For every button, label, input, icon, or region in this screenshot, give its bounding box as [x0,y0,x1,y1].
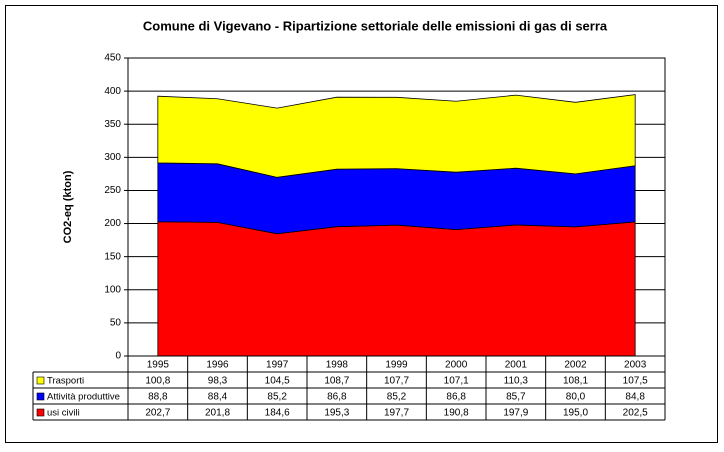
data-label: 197,7 [384,408,409,419]
data-label: 197,9 [503,408,528,419]
area [157,162,636,235]
area [157,94,636,178]
x-tick-label: 1997 [266,360,289,371]
legend-swatch [36,376,45,385]
data-label: 85,7 [506,392,526,403]
data-label: 85,2 [267,392,287,403]
data-label: 195,3 [324,408,349,419]
data-label: 108,7 [324,376,349,387]
y-tick-label: 100 [104,284,121,295]
y-tick-label: 0 [115,351,121,362]
data-label: 107,1 [444,376,469,387]
data-label: 85,2 [387,392,407,403]
data-label: 202,7 [145,408,170,419]
x-tick-label: 1999 [385,360,408,371]
y-tick-label: 50 [110,318,122,329]
data-label: 84,8 [625,392,645,403]
x-tick-label: 2000 [445,360,468,371]
data-label: 190,8 [444,408,469,419]
chart-title: Comune di Vigevano - Ripartizione settor… [143,18,608,33]
legend-label: Trasporti [47,376,84,387]
data-label: 98,3 [208,376,228,387]
area [157,221,636,357]
data-label: 86,8 [327,392,347,403]
legend-swatch [36,392,45,401]
legend-label: usi civili [47,408,80,419]
x-tick-label: 1996 [206,360,229,371]
y-axis-label: CO2-eq (kton) [62,170,74,243]
data-label: 107,7 [384,376,409,387]
data-label: 184,6 [265,408,290,419]
data-label: 104,5 [265,376,290,387]
y-tick-label: 200 [104,218,121,229]
data-label: 108,1 [563,376,588,387]
x-tick-label: 1998 [326,360,349,371]
x-tick-label: 2001 [505,360,528,371]
y-tick-label: 250 [104,185,121,196]
data-label: 80,0 [566,392,586,403]
y-tick-label: 350 [104,119,121,130]
x-tick-label: 1995 [147,360,170,371]
legend-label: Attività produttive [47,392,120,403]
legend-swatch [36,408,45,417]
data-label: 86,8 [446,392,466,403]
y-tick-label: 300 [104,152,121,163]
y-tick-label: 450 [104,53,121,64]
data-label: 195,0 [563,408,588,419]
data-label: 201,8 [205,408,230,419]
data-label: 88,4 [208,392,228,403]
data-label: 110,3 [504,376,529,387]
plot-border [127,57,666,357]
data-label: 88,8 [148,392,168,403]
y-tick-label: 150 [104,251,121,262]
data-label: 202,5 [623,408,648,419]
data-label: 107,5 [623,376,648,387]
y-tick-label: 400 [104,86,121,97]
x-tick-label: 2002 [564,360,587,371]
x-tick-label: 2003 [624,360,647,371]
data-label: 100,8 [145,376,170,387]
